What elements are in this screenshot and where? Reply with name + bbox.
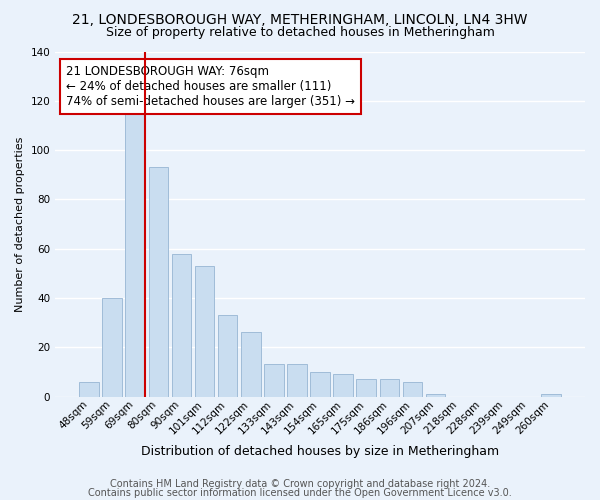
Bar <box>79 382 99 396</box>
X-axis label: Distribution of detached houses by size in Metheringham: Distribution of detached houses by size … <box>141 444 499 458</box>
Bar <box>541 394 561 396</box>
Bar <box>195 266 214 396</box>
Text: 21, LONDESBOROUGH WAY, METHERINGHAM, LINCOLN, LN4 3HW: 21, LONDESBOROUGH WAY, METHERINGHAM, LIN… <box>72 12 528 26</box>
Bar <box>125 113 145 397</box>
Bar <box>287 364 307 396</box>
Bar <box>403 382 422 396</box>
Bar <box>103 298 122 396</box>
Text: Size of property relative to detached houses in Metheringham: Size of property relative to detached ho… <box>106 26 494 39</box>
Bar <box>218 315 238 396</box>
Bar <box>172 254 191 396</box>
Bar <box>356 380 376 396</box>
Text: Contains HM Land Registry data © Crown copyright and database right 2024.: Contains HM Land Registry data © Crown c… <box>110 479 490 489</box>
Bar <box>310 372 330 396</box>
Text: 21 LONDESBOROUGH WAY: 76sqm
← 24% of detached houses are smaller (111)
74% of se: 21 LONDESBOROUGH WAY: 76sqm ← 24% of det… <box>66 66 355 108</box>
Text: Contains public sector information licensed under the Open Government Licence v3: Contains public sector information licen… <box>88 488 512 498</box>
Bar <box>426 394 445 396</box>
Y-axis label: Number of detached properties: Number of detached properties <box>15 136 25 312</box>
Bar <box>264 364 284 396</box>
Bar <box>241 332 260 396</box>
Bar <box>334 374 353 396</box>
Bar <box>149 168 168 396</box>
Bar <box>380 380 399 396</box>
